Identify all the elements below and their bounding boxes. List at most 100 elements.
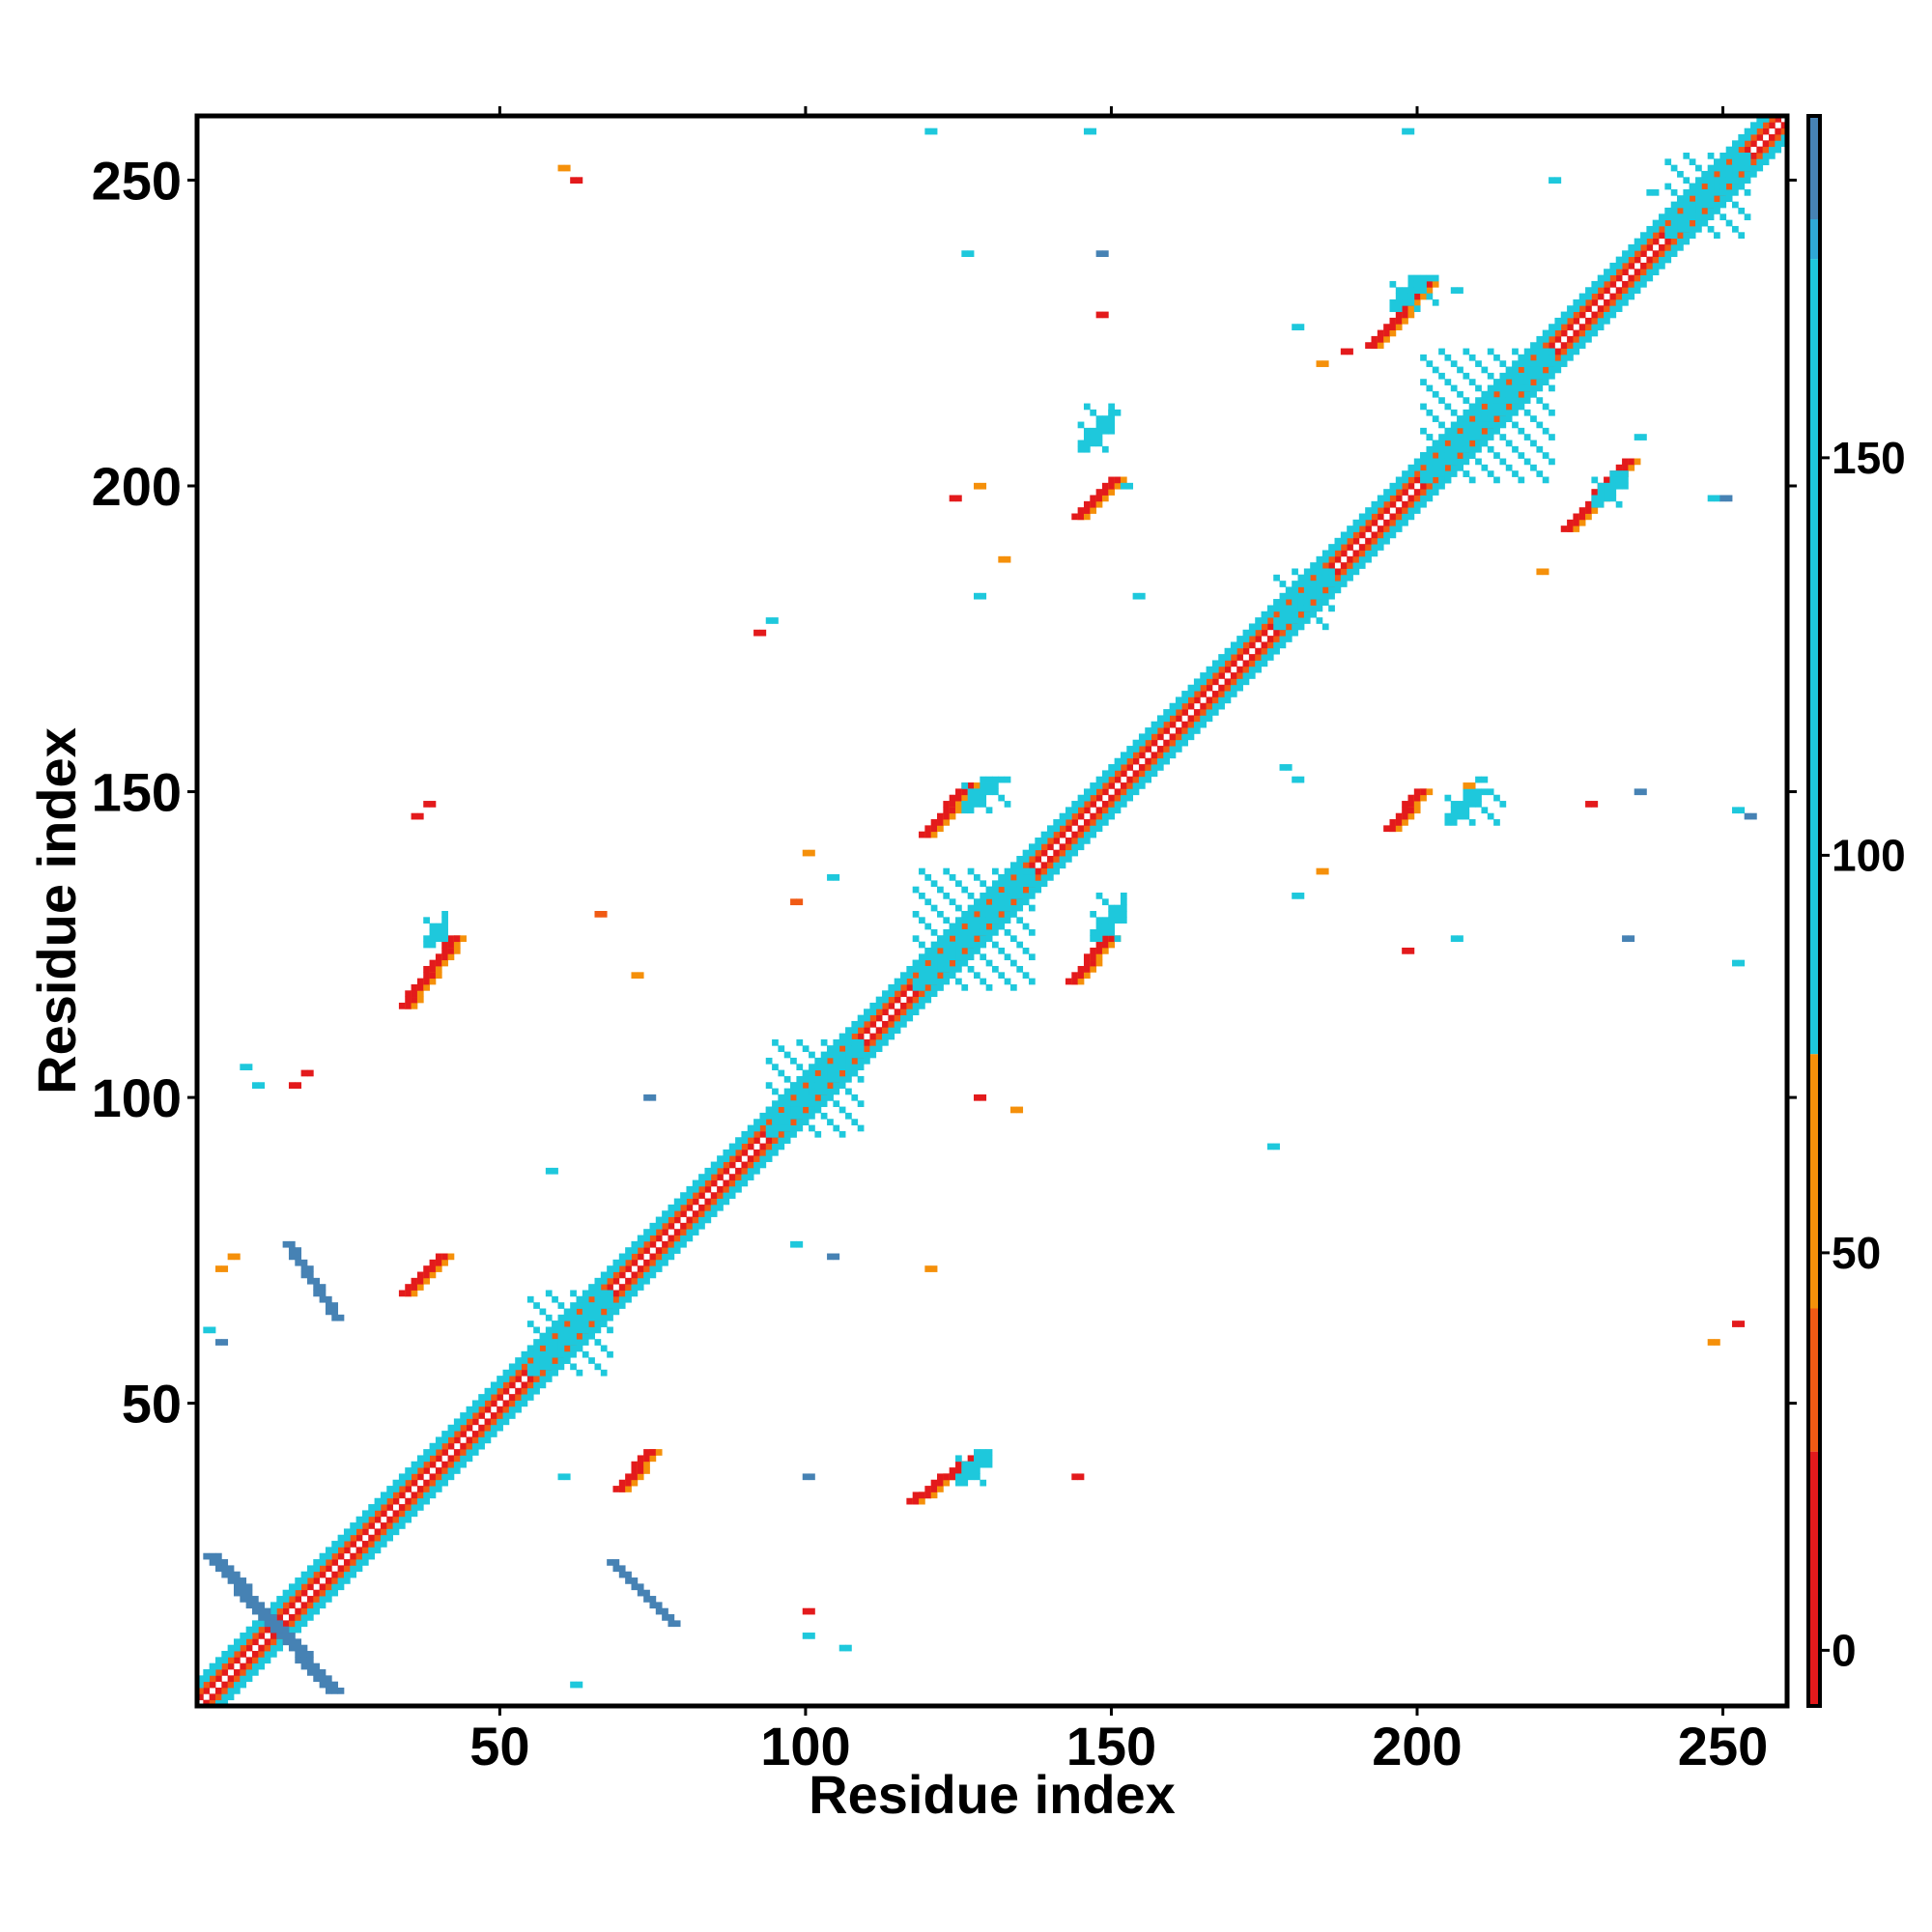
diagonal-cell — [588, 1291, 595, 1297]
patch-cell — [950, 948, 956, 954]
patch-cell — [1304, 581, 1311, 587]
patch-cell — [1463, 795, 1469, 802]
diagonal-cell — [1188, 715, 1195, 722]
patch-cell — [1005, 898, 1011, 905]
diagonal-cell — [778, 1107, 784, 1114]
diagonal-cell — [955, 966, 962, 973]
patch-cell — [1475, 795, 1482, 802]
diagonal-cell — [704, 1174, 711, 1180]
diagonal-cell — [215, 1657, 222, 1663]
diagonal-cell — [1090, 825, 1096, 832]
patch-cell — [1726, 165, 1733, 172]
patch-cell — [1402, 287, 1408, 294]
patch-cell — [1426, 434, 1433, 440]
segment-cell — [246, 1596, 253, 1603]
patch-cell — [595, 1302, 602, 1309]
diagonal-cell — [693, 1229, 699, 1236]
diagonal-cell — [1634, 250, 1641, 257]
diagonal-cell — [1071, 813, 1078, 820]
diagonal-cell — [430, 1462, 437, 1468]
diagonal-cell — [612, 1291, 619, 1297]
diagonal-cell — [558, 1321, 565, 1327]
diagonal-cell — [955, 923, 962, 930]
patch-cell — [955, 1480, 962, 1487]
diagonal-cell — [900, 990, 907, 997]
diagonal-cell — [741, 1150, 748, 1156]
patch-cell — [974, 1462, 980, 1468]
diagonal-cell — [1065, 825, 1072, 832]
diagonal-cell — [503, 1418, 510, 1425]
segment-cell — [924, 1486, 931, 1492]
segment-cell — [454, 948, 461, 954]
diagonal-cell — [656, 1265, 663, 1272]
diagonal-cell — [1341, 568, 1348, 575]
patch-cell — [980, 788, 986, 795]
diagonal-cell — [454, 1449, 461, 1456]
patch-cell — [986, 960, 993, 967]
diagonal-cell — [1023, 893, 1030, 899]
diagonal-cell — [735, 1150, 742, 1156]
patch-cell — [827, 1070, 834, 1077]
diagonal-cell — [1585, 330, 1592, 337]
diagonal-cell — [900, 1015, 907, 1022]
patch-cell — [1438, 373, 1445, 380]
diagonal-cell — [1609, 269, 1616, 275]
patch-cell — [937, 984, 944, 991]
patch-cell — [1292, 611, 1298, 618]
diagonal-cell — [784, 1089, 791, 1095]
segment-cell — [412, 1291, 418, 1297]
diagonal-cell — [1598, 275, 1605, 282]
diagonal-cell — [809, 1070, 815, 1077]
patch-cell — [924, 972, 931, 979]
patch-cell — [1292, 617, 1298, 624]
patch-cell — [1317, 593, 1323, 600]
diagonal-cell — [399, 1480, 406, 1487]
colorbar-tick-label: 150 — [1832, 433, 1906, 483]
patch-cell — [1518, 379, 1524, 385]
patch-cell — [974, 972, 980, 979]
segment-cell — [313, 1278, 320, 1285]
diagonal-cell — [1628, 281, 1634, 288]
patch-cell — [1005, 953, 1011, 960]
diagonal-cell — [326, 1577, 332, 1584]
patch-cell — [1280, 617, 1287, 624]
diagonal-cell — [1518, 367, 1524, 374]
patch-cell — [1090, 434, 1096, 440]
diagonal-cell — [1383, 520, 1390, 526]
segment-cell — [295, 1657, 301, 1663]
patch-cell — [790, 1113, 797, 1120]
segment-cell — [638, 1462, 644, 1468]
segment-cell — [919, 1492, 925, 1498]
diagonal-cell — [1188, 691, 1195, 697]
segment-cell — [1071, 979, 1078, 985]
patch-cell — [961, 801, 968, 808]
patch-cell — [1426, 465, 1433, 471]
segment-cell — [668, 1614, 674, 1621]
diagonal-cell — [1481, 434, 1488, 440]
diagonal-cell — [833, 1045, 839, 1052]
scatter-cell — [803, 1633, 810, 1639]
patch-cell — [1115, 935, 1122, 942]
patch-cell — [1090, 440, 1096, 447]
patch-cell — [1738, 165, 1745, 172]
patch-cell — [803, 1100, 810, 1107]
diagonal-cell — [326, 1590, 332, 1597]
patch-cell — [1317, 586, 1323, 593]
diagonal-cell — [1359, 550, 1366, 556]
diagonal-cell — [937, 972, 944, 979]
patch-cell — [974, 923, 980, 930]
diagonal-cell — [833, 1089, 839, 1095]
segment-cell — [950, 813, 956, 820]
patch-cell — [992, 868, 999, 875]
patch-cell — [1005, 979, 1011, 985]
diagonal-cell — [1200, 691, 1207, 697]
diagonal-cell — [998, 917, 1005, 923]
diagonal-cell — [693, 1210, 699, 1217]
patch-cell — [1084, 428, 1091, 435]
patch-cell — [1695, 213, 1702, 220]
segment-cell — [270, 1620, 277, 1627]
segment-cell — [619, 1480, 626, 1487]
scatter-cell — [638, 972, 644, 979]
scatter-cell — [1585, 801, 1592, 808]
diagonal-cell — [1579, 294, 1586, 300]
